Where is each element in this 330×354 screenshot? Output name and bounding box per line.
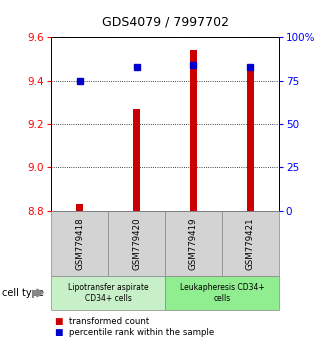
Bar bbox=[133, 109, 140, 211]
Text: GSM779418: GSM779418 bbox=[75, 217, 84, 270]
Bar bbox=[190, 50, 197, 211]
Text: Leukapheresis CD34+
cells: Leukapheresis CD34+ cells bbox=[180, 283, 264, 303]
Bar bbox=[247, 65, 254, 211]
Text: percentile rank within the sample: percentile rank within the sample bbox=[69, 328, 214, 337]
Text: ■: ■ bbox=[54, 316, 63, 326]
Text: GSM779421: GSM779421 bbox=[246, 217, 255, 270]
Text: Lipotransfer aspirate
CD34+ cells: Lipotransfer aspirate CD34+ cells bbox=[68, 283, 148, 303]
Text: GSM779419: GSM779419 bbox=[189, 217, 198, 270]
Text: GDS4079 / 7997702: GDS4079 / 7997702 bbox=[102, 16, 228, 29]
Text: GSM779420: GSM779420 bbox=[132, 217, 141, 270]
Bar bbox=[76, 204, 83, 211]
Text: transformed count: transformed count bbox=[69, 316, 149, 326]
Text: cell type: cell type bbox=[2, 288, 44, 298]
Text: ■: ■ bbox=[54, 328, 63, 337]
